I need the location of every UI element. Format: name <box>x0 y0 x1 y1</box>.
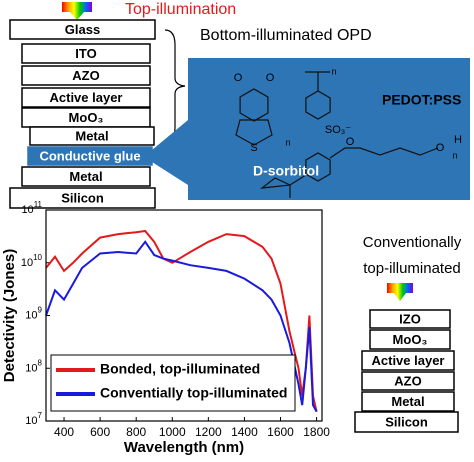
bond <box>259 174 307 198</box>
top-illumination: Top-illumination <box>125 1 236 18</box>
layer-label: AZO <box>72 68 99 83</box>
atom-label: n <box>285 137 290 147</box>
atom-label: O <box>234 72 243 84</box>
y-tick-exponent: 9 <box>38 306 43 315</box>
y-tick-label: 107 <box>25 411 42 427</box>
layer-label: MoO₃ <box>69 110 104 125</box>
layer-label: MoO₃ <box>393 332 428 347</box>
light-arrow <box>62 2 92 20</box>
atom-label: n <box>452 150 457 160</box>
layer <box>361 371 455 391</box>
x-tick-label: 1600 <box>267 425 294 439</box>
y-tick-base: 10 <box>25 362 37 374</box>
legend-box <box>50 354 296 412</box>
right-title: top-illuminated <box>363 260 461 277</box>
layer-label: Silicon <box>61 190 104 205</box>
y-tick-exponent: 10 <box>33 253 42 262</box>
atom-label: H <box>454 134 462 146</box>
atom-label: O <box>266 72 275 84</box>
structure-label: PEDOT:PSS <box>382 92 461 108</box>
x-tick-label: 1400 <box>231 425 258 439</box>
ring <box>239 88 269 122</box>
right-title: Conventionally <box>363 234 462 251</box>
layer <box>354 411 459 433</box>
structure-label: D-sorbitol <box>253 163 319 179</box>
layer <box>369 329 451 350</box>
series-line <box>45 240 318 413</box>
ring <box>235 119 273 146</box>
layer-label: Metal <box>69 169 102 184</box>
x-tick-label: 600 <box>90 425 110 439</box>
callout-box <box>188 58 470 200</box>
layer <box>361 350 455 371</box>
layer <box>369 309 451 329</box>
y-tick-base: 10 <box>25 309 37 321</box>
layer <box>21 166 151 187</box>
x-tick-label: 800 <box>126 425 146 439</box>
y-tick-label: 1011 <box>21 200 42 216</box>
layer-label: ITO <box>75 46 96 61</box>
callout-pointer <box>152 120 188 185</box>
layer-label: Metal <box>391 394 424 409</box>
layer-label: Active layer <box>372 353 445 368</box>
legend-label: Bonded, top-illuminated <box>100 361 260 377</box>
y-tick-label: 1010 <box>21 253 43 269</box>
layer-label: Metal <box>75 128 108 143</box>
x-tick-label: 1000 <box>159 425 186 439</box>
atom-label: O <box>436 142 445 154</box>
legend-label: Conventially top-illuminated <box>100 385 287 401</box>
light-arrow <box>387 283 413 301</box>
x-tick-label: 1200 <box>195 425 222 439</box>
layer <box>9 187 156 209</box>
y-tick-base: 10 <box>21 204 33 216</box>
x-axis-label: Wavelength (nm) <box>124 439 244 456</box>
atom-label: S <box>250 142 257 154</box>
atom-label: n <box>331 66 336 76</box>
y-tick-base: 10 <box>25 415 37 427</box>
layer <box>29 126 155 146</box>
series-line <box>45 229 318 412</box>
plot-frame <box>45 209 323 422</box>
layer <box>27 146 153 166</box>
layer-label: Conductive glue <box>39 148 140 163</box>
ring <box>305 90 331 120</box>
layer-label: AZO <box>394 373 421 388</box>
y-tick-label: 108 <box>25 358 42 374</box>
atom-label: SO₃⁻ <box>325 124 351 136</box>
layer-label: Glass <box>65 22 100 37</box>
layer <box>21 43 151 64</box>
x-tick-label: 1800 <box>303 425 330 439</box>
layer-label: Active layer <box>50 90 123 105</box>
ring <box>305 152 331 182</box>
bracket <box>164 29 186 141</box>
bottom-label: Bottom-illuminated OPD <box>200 27 372 44</box>
layer-label: Silicon <box>385 414 428 429</box>
bond <box>305 71 330 91</box>
layer <box>361 391 455 412</box>
bond <box>329 147 439 159</box>
y-tick-exponent: 8 <box>38 358 43 367</box>
layer-label: IZO <box>399 311 421 326</box>
layer <box>9 19 156 40</box>
x-tick-label: 400 <box>54 425 74 439</box>
y-axis-label: Detectivity (Jones) <box>1 249 18 382</box>
y-tick-exponent: 7 <box>38 411 43 420</box>
y-tick-label: 109 <box>25 306 42 322</box>
y-tick-base: 10 <box>21 257 33 269</box>
y-tick-exponent: 11 <box>34 200 43 209</box>
layer <box>21 65 151 86</box>
layer <box>21 87 151 108</box>
atom-label: O <box>346 136 355 148</box>
